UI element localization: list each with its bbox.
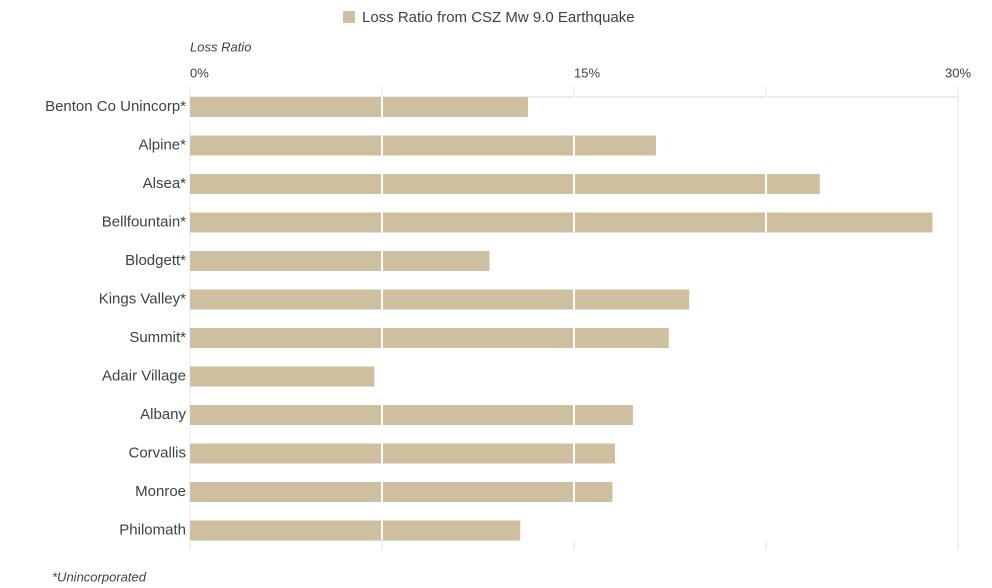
- y-tick-label: Blodgett*: [125, 252, 186, 269]
- y-tick-label: Summit*: [129, 329, 186, 346]
- y-tick-label: Adair Village: [102, 367, 186, 384]
- y-tick-label: Monroe: [135, 483, 186, 500]
- legend-label: Loss Ratio from CSZ Mw 9.0 Earthquake: [362, 9, 635, 26]
- bar: [190, 328, 669, 348]
- bar: [190, 405, 633, 425]
- bar: [190, 289, 690, 310]
- bar: [190, 251, 490, 271]
- legend-swatch: [343, 11, 355, 23]
- footnote: *Unincorporated: [52, 569, 147, 584]
- x-tick-label: 15%: [574, 65, 600, 80]
- bar: [190, 135, 656, 156]
- bar: [190, 366, 375, 387]
- y-tick-label: Alpine*: [138, 136, 186, 153]
- y-tick-label: Philomath: [119, 521, 186, 538]
- bar: [190, 174, 820, 194]
- y-tick-label: Corvallis: [128, 444, 186, 461]
- bar: [190, 443, 615, 464]
- x-tick-label: 0%: [190, 65, 209, 80]
- axis-label: Loss Ratio: [190, 39, 251, 54]
- bar: [190, 212, 933, 233]
- x-tick-label: 30%: [945, 65, 971, 80]
- y-tick-label: Alsea*: [143, 175, 187, 192]
- bar: [190, 520, 521, 541]
- bar: [190, 482, 613, 502]
- y-tick-label: Albany: [140, 406, 186, 423]
- y-tick-label: Kings Valley*: [99, 290, 186, 307]
- bar: [190, 97, 528, 117]
- y-tick-label: Benton Co Unincorp*: [45, 98, 186, 115]
- y-tick-label: Bellfountain*: [102, 213, 186, 230]
